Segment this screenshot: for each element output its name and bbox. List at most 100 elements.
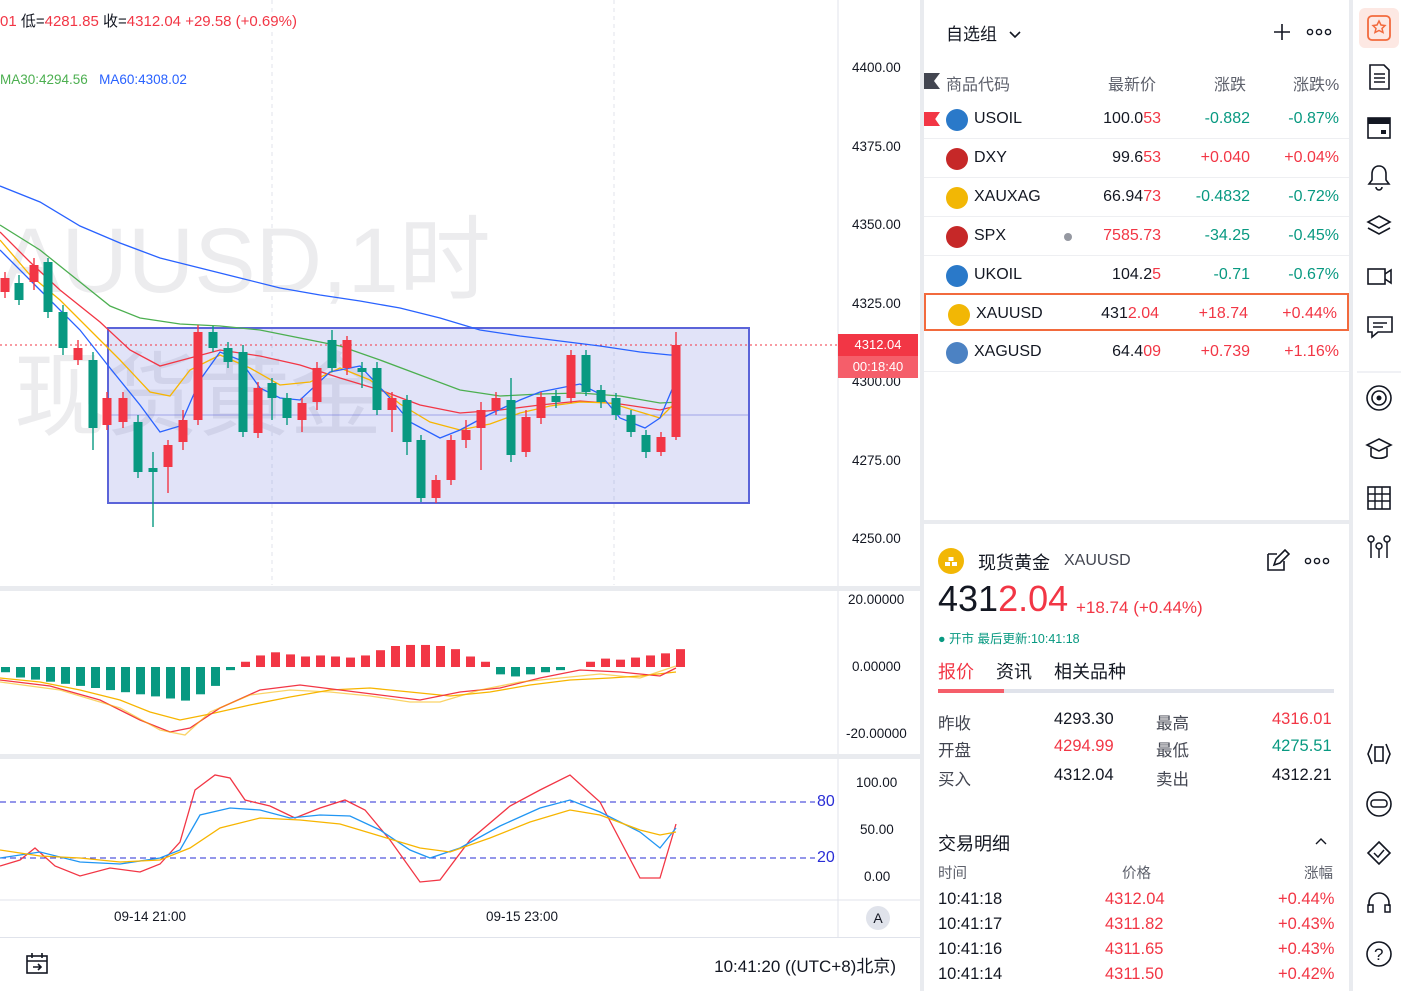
tab-quote[interactable]: 报价 [938,662,974,682]
kdj-j-line [0,774,677,883]
news-icon[interactable] [1369,64,1390,90]
trade-pct: +0.43% [1278,915,1335,933]
chat-icon[interactable] [1367,316,1393,339]
kdj-tick: 50.00 [860,822,894,837]
macd-bar [106,667,115,691]
alerts-active-icon[interactable] [1367,15,1391,41]
macd-bar [136,667,145,695]
macd-bar [361,655,370,667]
price-change-pct: +1.16% [1284,343,1339,360]
pane-separator [0,754,920,759]
target-icon[interactable] [1366,385,1392,411]
price-tick: 4275.00 [852,453,901,468]
ruler-icon[interactable] [1367,743,1391,765]
ma-legend: MA30:4294.56 MA60:4308.02 [0,72,187,87]
watchlist-panel: 自选组 商品代码 最新价 涨跌 涨跌% USOIL 100.053 -0.882 -0… [924,0,1349,520]
macd-bar [346,657,355,667]
watchlist-row-spx[interactable]: SPX 7585.73 -34.25 -0.45% [924,217,1349,256]
watchlist-row-xauusd[interactable]: XAUUSD 4312.04 +18.74 +0.44% [924,293,1349,331]
macd-bar [526,667,535,675]
candle-body [491,398,501,410]
stat-label: 昨收 [938,715,971,733]
candle-body [58,312,68,348]
macd-bar [496,667,505,675]
candle-body [671,345,681,437]
trades-title: 交易明细 [938,834,1010,854]
current-price-tag: 4312.04 [838,334,918,356]
time-tick: 09-15 23:00 [486,909,559,924]
macd-bar [391,646,400,667]
stat-value: 4312.21 [1272,766,1332,784]
help-icon[interactable]: ? [1366,941,1392,967]
macd-bar [586,661,595,667]
watchlist-row-ukoil[interactable]: UKOIL 104.25 -0.71 -0.67% [924,256,1349,295]
auto-scale-button[interactable]: A [866,906,890,930]
oil-icon [946,265,968,287]
watchlist-title[interactable]: 自选组 [946,20,1022,45]
red-flag-icon[interactable] [924,112,940,126]
candle-body [14,283,24,300]
calendar-icon[interactable] [1367,117,1391,139]
watchlist-row-xagusd[interactable]: XAGUSD 64.409 +0.739 +1.16% [924,333,1349,372]
tab-news[interactable]: 资讯 [996,662,1032,682]
tab-underline-track [938,689,1334,693]
chevron-up-icon[interactable] [1314,836,1328,846]
price-tick: 4375.00 [852,139,901,154]
candle-body [238,352,248,432]
network-icon[interactable] [1367,535,1391,558]
macd-bar [511,667,520,677]
kdj-pane [0,774,677,883]
tab-related[interactable]: 相关品种 [1054,662,1126,682]
macd-line [0,667,677,733]
macd-bar [241,661,250,667]
layers-icon[interactable] [1366,215,1392,235]
more-icon[interactable] [1306,28,1332,36]
macd-bar [1,667,10,673]
last-price: 66.9473 [1103,188,1161,205]
watchlist-row-xauxag[interactable]: XAUXAG 66.9473 -0.4832 -0.72% [924,178,1349,217]
macd-bar [151,667,160,697]
trade-pct: +0.43% [1278,940,1335,958]
candle-body [626,415,636,432]
education-icon[interactable] [1365,438,1393,460]
edit-icon[interactable] [1264,548,1290,574]
date-range-icon[interactable] [24,950,52,978]
exchange-icon[interactable] [1366,840,1392,866]
add-symbol-icon[interactable] [1272,22,1292,42]
trade-time: 10:41:17 [938,915,1003,933]
stat-value: 4275.51 [1272,737,1332,755]
candle-body [461,430,471,440]
more-icon[interactable] [1304,557,1330,565]
watchlist-row-usoil[interactable]: USOIL 100.053 -0.882 -0.87% [924,100,1349,139]
bell-icon[interactable] [1367,165,1391,191]
video-icon[interactable] [1367,268,1392,285]
macd-bar [166,667,175,699]
headset-icon[interactable] [1367,892,1391,913]
price-change: -34.25 [1204,227,1250,244]
candle-body [102,398,112,425]
macd-bar [661,653,670,667]
macd-tick: 20.00000 [848,592,905,607]
candle-body [297,403,307,420]
watchlist-row-dxy[interactable]: DXY 99.653 +0.040 +0.04% [924,139,1349,178]
ma30-value: MA30:4294.56 [0,72,88,87]
chart-area[interactable]: AUUSD,1时 现货黄金 01 低=4281.85 收=4312.04 +29… [0,0,920,991]
grid-icon[interactable] [1367,486,1391,510]
last-price: 4312.04 [1101,305,1159,322]
robot-icon[interactable] [1366,791,1392,817]
candle-body [641,435,651,452]
detail-code: XAUUSD [1064,552,1131,569]
kdj-tick: 100.00 [856,775,898,790]
macd-bar [316,655,325,667]
chart-canvas[interactable]: AUUSD,1时 现货黄金 [0,0,920,937]
flag-icon[interactable] [924,73,940,89]
macd-bar [451,649,460,667]
us-flag-icon [946,226,968,248]
countdown-tag: 00:18:40 [838,356,918,378]
timezone-clock[interactable]: 10:41:20 ((UTC+8)北京) [714,957,896,976]
bottom-toolbar: 10:41:20 ((UTC+8)北京) [0,937,920,991]
trade-pct: +0.44% [1278,890,1335,908]
candle-body [372,368,382,410]
price-change: +18.74 [1198,305,1248,322]
trade-price: 4312.04 [1105,890,1165,908]
